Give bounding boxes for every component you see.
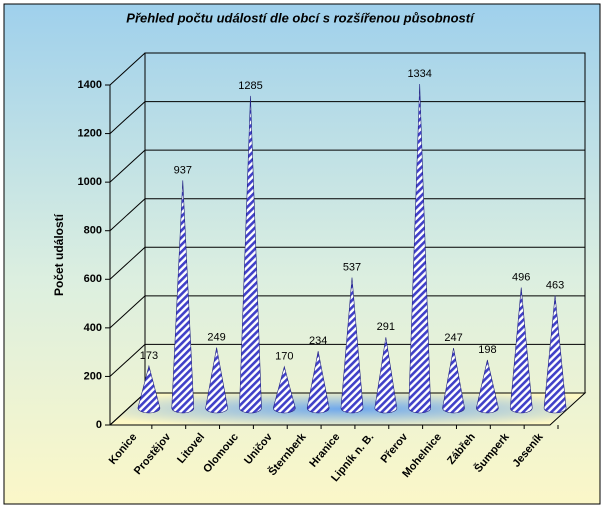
y-tick-label: 1000 [78, 176, 102, 188]
value-label: 937 [174, 164, 192, 176]
value-label: 1334 [407, 68, 431, 80]
cone [543, 295, 567, 414]
cone [239, 95, 262, 414]
y-tick-label: 600 [84, 273, 102, 285]
grid-side [109, 246, 146, 280]
y-axis-label: Počet událostí [52, 213, 66, 296]
y-tick-label: 1400 [78, 79, 102, 91]
grid-side [109, 392, 146, 426]
cone [137, 364, 161, 414]
cone [476, 359, 499, 414]
value-label: 170 [275, 351, 293, 363]
grid-side [109, 52, 146, 86]
value-label: 249 [207, 331, 225, 343]
grid-side [109, 198, 146, 232]
y-tick-label: 800 [84, 225, 102, 237]
y-tick-label: 1200 [78, 127, 102, 139]
value-label: 234 [309, 335, 327, 347]
cone [171, 180, 195, 414]
value-label: 247 [444, 332, 462, 344]
value-label: 173 [140, 350, 158, 362]
value-label: 537 [343, 261, 361, 273]
cone [205, 347, 228, 414]
value-label: 1285 [238, 80, 262, 92]
grid-side [109, 295, 146, 329]
cone [273, 365, 296, 414]
cone [306, 351, 330, 414]
value-label: 291 [377, 321, 395, 333]
value-label: 198 [478, 344, 496, 356]
grid-side [109, 101, 146, 134]
grid-side [109, 149, 146, 183]
cone [408, 84, 431, 414]
cone [442, 347, 465, 414]
cone [374, 337, 398, 414]
cone [340, 277, 364, 414]
y-tick-label: 400 [84, 322, 102, 334]
y-tick-label: 0 [96, 419, 102, 431]
value-label: 463 [546, 279, 564, 291]
grid-side [109, 344, 146, 377]
cone [509, 287, 533, 414]
value-label: 496 [512, 271, 530, 283]
chart-title: Přehled počtu událostí dle obcí s rozšíř… [126, 10, 475, 25]
y-tick-label: 200 [84, 370, 102, 382]
